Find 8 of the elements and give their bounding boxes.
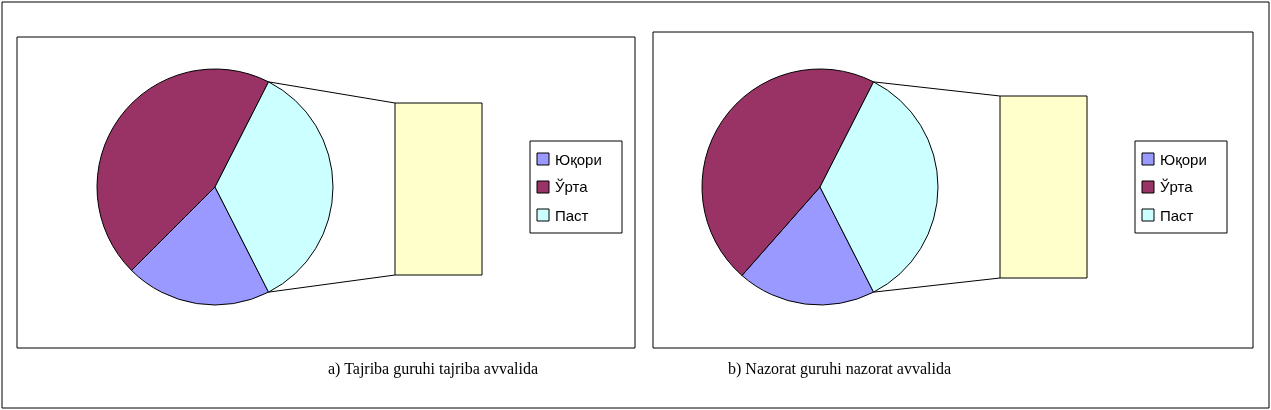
legend-label: Юқори bbox=[555, 151, 602, 168]
legend-label: Паст bbox=[555, 207, 589, 224]
text: b) Nazorat guruhi nazorat avvalida bbox=[728, 360, 952, 378]
legend-label: Юқори bbox=[1160, 151, 1207, 168]
legend-label: Паст bbox=[1160, 207, 1194, 224]
legend-label: Ўрта bbox=[555, 178, 589, 195]
text: a) Tajriba guruhi tajriba avvalida bbox=[328, 360, 539, 378]
legend-label: Ўрта bbox=[1160, 178, 1194, 195]
